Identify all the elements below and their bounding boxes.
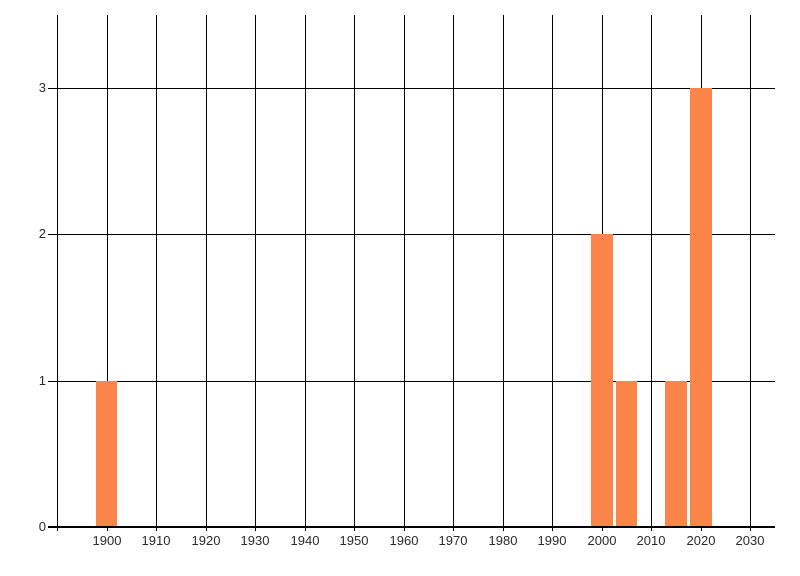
x-tick-label: 1930: [240, 533, 270, 548]
x-gridline: [403, 15, 405, 531]
bar: [590, 234, 613, 527]
y-tick-label: 0: [38, 519, 46, 534]
bar: [689, 88, 712, 527]
x-tick-label: 1910: [141, 533, 171, 548]
x-gridline: [502, 15, 504, 531]
x-gridline: [353, 15, 355, 531]
x-tick-label: 1920: [191, 533, 221, 548]
x-gridline: [106, 15, 108, 531]
y-tick-label: 3: [38, 80, 46, 95]
x-gridline: [254, 15, 256, 531]
x-tick-label: 2030: [735, 533, 765, 548]
x-tick-label: 1950: [339, 533, 369, 548]
x-tick-label: 1960: [389, 533, 419, 548]
y-tick-label: 1: [38, 373, 46, 388]
x-tick-label: 2010: [636, 533, 666, 548]
bar: [95, 380, 118, 527]
x-tick-label: 1940: [290, 533, 320, 548]
x-tick-label: 1980: [488, 533, 518, 548]
y-gridline: [48, 381, 775, 382]
x-gridline: [551, 15, 553, 531]
x-gridline: [56, 15, 58, 531]
y-tick-label: 2: [38, 226, 46, 241]
bar: [665, 380, 687, 527]
x-gridline: [749, 15, 751, 531]
x-tick-label: 1900: [92, 533, 122, 548]
x-gridline: [205, 15, 207, 531]
x-gridline: [452, 15, 454, 531]
x-gridline: [155, 15, 157, 531]
y-gridline: [48, 234, 775, 235]
y-gridline: [48, 88, 775, 89]
x-tick-label: 2020: [686, 533, 716, 548]
x-tick-label: 1970: [438, 533, 468, 548]
x-gridline: [650, 15, 652, 531]
x-tick-label: 2000: [587, 533, 617, 548]
x-gridline: [304, 15, 306, 531]
bar: [615, 380, 638, 527]
x-axis-line: [48, 526, 775, 528]
x-tick-label: 1990: [537, 533, 567, 548]
